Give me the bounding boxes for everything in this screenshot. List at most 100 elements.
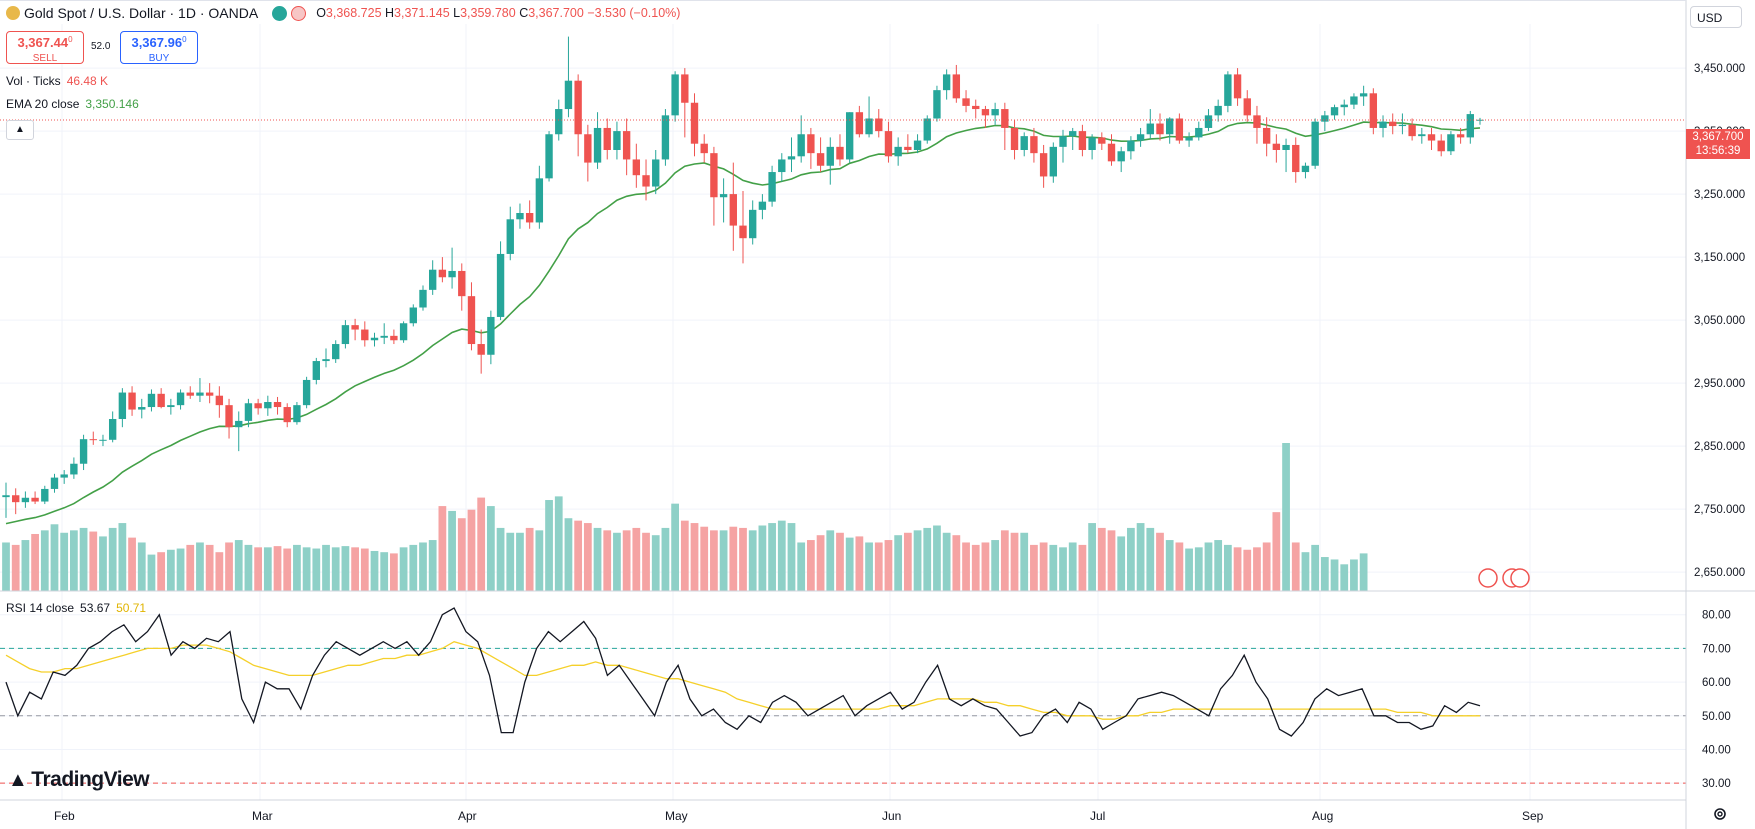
candle-body [477, 344, 485, 355]
volume-bar [196, 542, 204, 591]
volume-bar [1272, 512, 1281, 591]
currency-selector[interactable]: USD [1690, 6, 1742, 28]
volume-bar [11, 544, 20, 591]
candle-body [816, 153, 825, 166]
chevron-up-icon: ▲ [15, 124, 25, 135]
events-icon[interactable] [291, 5, 307, 21]
candle-body [574, 80, 582, 135]
candle-body [390, 335, 398, 341]
candle-body [1127, 140, 1135, 152]
tradingview-logo[interactable]: ▲ TradingView [8, 768, 150, 791]
candle-body [1020, 136, 1028, 150]
settings-gear-icon[interactable] [1712, 806, 1728, 822]
candle-body [108, 419, 117, 440]
candle-body [138, 407, 146, 410]
rsi-tick-label: 80.00 [1702, 610, 1731, 622]
candle-body [1321, 115, 1329, 122]
volume-bar [486, 506, 495, 591]
x-tick-label: May [665, 809, 688, 823]
rsi-legend[interactable]: RSI 14 close 53.67 50.71 [6, 601, 147, 615]
symbol-header[interactable]: Gold Spot / U.S. Dollar · 1D · OANDA O3,… [6, 5, 680, 21]
candle-body [1078, 131, 1087, 150]
candle-body [89, 439, 97, 441]
candle-body [1350, 96, 1358, 105]
candle-body [467, 296, 476, 345]
volume-bar [603, 530, 612, 591]
candle-body [1001, 109, 1009, 128]
candle-body [1146, 123, 1154, 135]
collapse-legend-button[interactable]: ▲ [6, 120, 34, 140]
candle-body [593, 127, 602, 163]
volume-bar [516, 532, 524, 591]
volume-bar [302, 547, 311, 591]
candle-body [341, 325, 350, 345]
candle-body [1427, 134, 1436, 141]
candle-body [807, 134, 815, 154]
volume-bar [1165, 540, 1174, 591]
candle-body [1359, 93, 1368, 97]
candle-body [1224, 74, 1232, 106]
volume-bar [690, 523, 699, 591]
candle-body [826, 146, 834, 166]
candle-body [904, 146, 912, 150]
candle-body [1039, 153, 1048, 177]
candle-body [787, 156, 796, 160]
volume-bar [1253, 547, 1261, 591]
candle-body [884, 131, 893, 157]
candle-body [981, 109, 990, 116]
buy-button[interactable]: 3,367.960 BUY [120, 31, 198, 64]
candle-body [1437, 140, 1445, 152]
candle-body [176, 392, 185, 406]
candle-body [50, 477, 59, 489]
x-tick-label: Mar [252, 809, 273, 823]
candle-body [1165, 118, 1174, 135]
candle-body [778, 159, 786, 173]
candle-body [1088, 137, 1096, 150]
candle-body [1010, 127, 1019, 150]
candle-body [758, 201, 767, 210]
volume-bar [710, 530, 718, 591]
candle-body [186, 392, 194, 396]
candle-body [361, 329, 369, 341]
volume-bar [157, 552, 166, 591]
sell-button[interactable]: 3,367.440 SELL [6, 31, 84, 64]
candle-body [409, 307, 417, 324]
price-tick-label: 2,750.000 [1694, 504, 1745, 516]
ema-20-line [5, 121, 1481, 525]
candle-body [196, 392, 204, 396]
candle-body [845, 112, 854, 160]
ema-legend[interactable]: EMA 20 close 3,350.146 [6, 97, 139, 111]
candle-body [584, 134, 592, 163]
volume-bar [1039, 542, 1048, 591]
candle-body [933, 90, 941, 119]
candle-body [923, 118, 931, 141]
volume-bar [942, 532, 951, 591]
volume-bar [1330, 559, 1339, 591]
volume-bar [1146, 527, 1155, 591]
candle-body [681, 74, 689, 103]
candle-body [1107, 143, 1116, 162]
volume-bar [923, 527, 932, 591]
candle-body [380, 335, 388, 338]
candle-body [60, 474, 68, 478]
candle-body [302, 379, 311, 406]
tradingview-logo-icon: ▲ [8, 768, 28, 791]
rsi-pane [0, 607, 1686, 784]
candle-body [1456, 134, 1465, 138]
candle-body [205, 392, 214, 396]
candle-body [1311, 121, 1319, 166]
volume-bars [2, 443, 1368, 591]
volume-bar [554, 496, 563, 591]
volume-bar [2, 542, 10, 591]
volume-bar [351, 547, 359, 591]
volume-legend[interactable]: Vol · Ticks 46.48 K [6, 74, 109, 88]
candle-body [273, 402, 282, 408]
candle-body [215, 395, 224, 406]
candle-body [991, 109, 999, 116]
candle-body [1282, 144, 1290, 150]
volume-bar [622, 530, 631, 591]
volume-bar [894, 535, 903, 591]
volume-bar [574, 520, 583, 591]
